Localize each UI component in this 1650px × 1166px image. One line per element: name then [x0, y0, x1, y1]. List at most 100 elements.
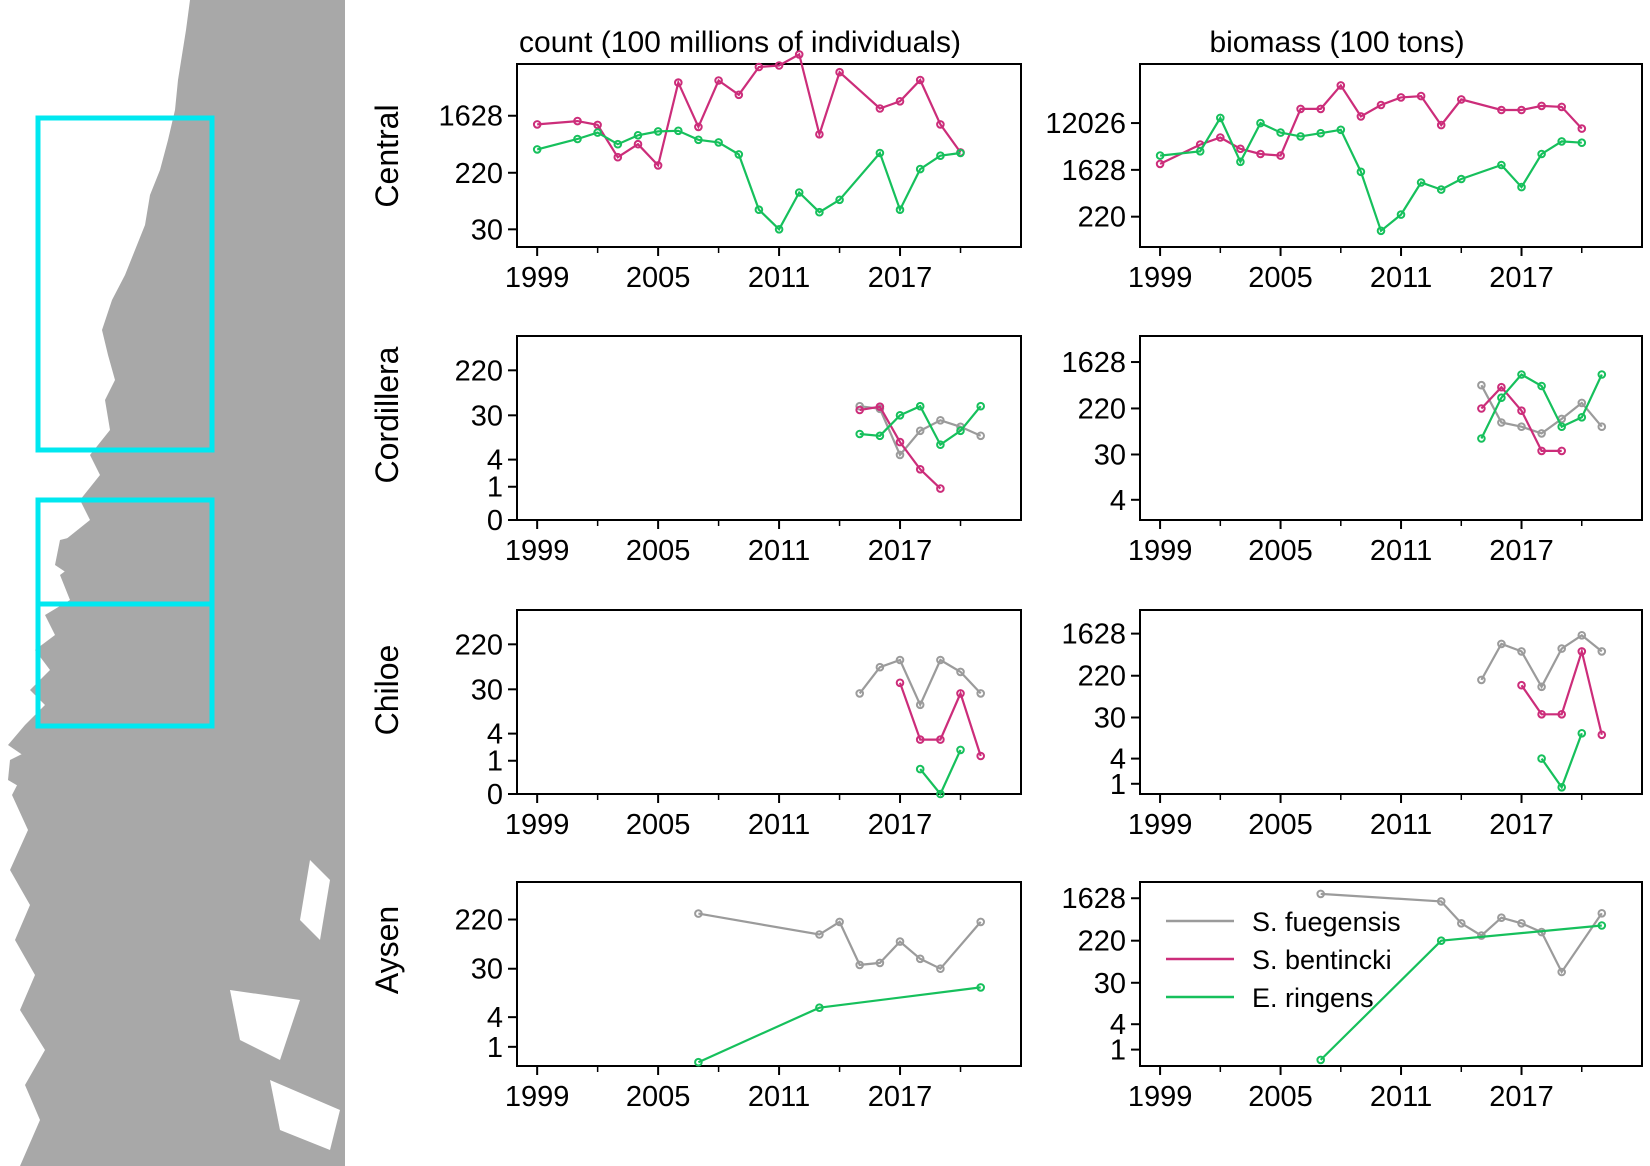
- data-point-sbentincki-2008: [1336, 81, 1346, 90]
- data-point-sfuegensis-2015: [1477, 675, 1486, 685]
- x-tick-label-2017: 2017: [868, 535, 933, 567]
- y-tick-label-30: 30: [1094, 968, 1126, 1000]
- data-point-eringens-2011: [1396, 210, 1406, 219]
- series-line-eringens: [859, 404, 982, 447]
- x-tick-label-2005: 2005: [1248, 535, 1313, 567]
- map-fjord-3: [270, 1080, 340, 1150]
- data-point-sbentincki-2017: [1517, 406, 1526, 416]
- data-point-sbentincki-2020: [1577, 124, 1587, 133]
- data-point-sbentincki-2021: [976, 751, 986, 761]
- x-tick-label-2017: 2017: [868, 1081, 933, 1113]
- panel-cordillera-count: 1999 2005 2011 2017 014 30 220: [455, 335, 1022, 567]
- panel-chiloe-count: 1999 2005 2011 2017 014 30 220: [455, 609, 1022, 841]
- y-tick-label-220: 220: [1078, 661, 1126, 693]
- data-point-eringens-2020: [956, 745, 965, 755]
- data-point-sbentincki-2017: [895, 97, 905, 106]
- data-point-sbentincki-2011: [774, 61, 784, 70]
- data-point-eringens-2019: [936, 789, 945, 799]
- x-tick-label-2005: 2005: [626, 809, 691, 841]
- data-point-sbentincki-2018: [1537, 710, 1546, 719]
- column-title-biomass: biomass (100 tons): [1209, 26, 1464, 59]
- y-tick-label-4: 4: [1110, 485, 1126, 517]
- data-point-eringens-2014: [835, 195, 844, 205]
- y-tick-label-1628: 1628: [1061, 883, 1126, 915]
- data-point-eringens-2003: [1236, 157, 1245, 167]
- y-tick-label-4: 4: [487, 719, 503, 751]
- y-tick-label-1628: 1628: [1061, 155, 1126, 187]
- data-point-eringens-2018: [915, 164, 925, 174]
- data-point-sfuegensis-2021: [1597, 647, 1607, 656]
- data-point-eringens-2010: [754, 205, 764, 214]
- y-tick-label-0: 0: [487, 505, 503, 537]
- data-point-sbentincki-2001: [573, 116, 582, 126]
- x-tick-label-2005: 2005: [626, 1081, 691, 1113]
- row-label-chiloe: Chiloe: [369, 645, 405, 736]
- data-point-eringens-2016: [875, 431, 885, 441]
- data-point-sbentincki-2013: [815, 130, 824, 139]
- y-tick-label-1: 1: [1110, 769, 1126, 801]
- data-point-sbentincki-2006: [674, 78, 683, 87]
- data-point-eringens-2018: [1537, 381, 1546, 391]
- legend: S. fuegensis S. bentincki E. ringens: [1166, 907, 1401, 1013]
- y-tick-label-30: 30: [471, 954, 503, 986]
- panel-frame-cordillera-biomass: [1139, 335, 1643, 521]
- data-point-eringens-2021: [1597, 921, 1607, 930]
- y-tick-label-220: 220: [455, 629, 503, 661]
- data-point-sfuegensis-2017: [895, 450, 905, 460]
- x-tick-label-2011: 2011: [748, 535, 810, 567]
- x-tick-label-2011: 2011: [1370, 809, 1432, 841]
- data-point-eringens-2015: [1477, 434, 1486, 443]
- data-point-sbentincki-2008: [714, 76, 723, 85]
- data-point-sbentincki-2017: [895, 678, 905, 688]
- data-point-sfuegensis-2007: [694, 909, 703, 918]
- map-land-mainland: [8, 0, 345, 1166]
- panel-chiloe-biomass: 1999 2005 2011 2017 14 30 220 1628: [1061, 609, 1643, 841]
- data-point-sfuegensis-2015: [855, 689, 865, 698]
- panel-cordillera-biomass: 1999 2005 2011 2017 4 30 220 1628: [1061, 335, 1643, 567]
- y-tick-label-1628: 1628: [1061, 347, 1126, 379]
- y-tick-label-220: 220: [1078, 926, 1126, 958]
- data-point-eringens-2017: [895, 411, 905, 420]
- data-point-eringens-2010: [1376, 226, 1386, 236]
- data-point-sbentincki-2007: [1316, 104, 1325, 114]
- series-line-eringens: [1319, 924, 1602, 1061]
- map-fjords: [230, 860, 340, 1150]
- data-point-sbentincki-2011: [1396, 93, 1406, 102]
- series-line-sfuegensis: [698, 912, 982, 971]
- data-point-eringens-2004: [633, 131, 643, 140]
- y-tick-label-0: 0: [487, 779, 503, 811]
- x-tick-label-2017: 2017: [868, 809, 933, 841]
- x-tick-label-2011: 2011: [748, 262, 810, 294]
- data-point-eringens-2006: [674, 126, 683, 136]
- panel-central-count: 1999 2005 2011 2017 30 220 1628: [438, 50, 1022, 294]
- data-point-sfuegensis-2014: [1457, 919, 1466, 928]
- y-tick-label-30: 30: [1094, 439, 1126, 471]
- series-line-eringens: [536, 129, 961, 232]
- data-point-sfuegensis-2016: [875, 958, 885, 968]
- panel-frame-central-biomass: [1139, 63, 1643, 248]
- data-point-sbentincki-2019: [936, 735, 945, 744]
- data-point-sfuegensis-2016: [875, 662, 885, 672]
- y-tick-label-30: 30: [471, 400, 503, 432]
- data-point-eringens-2015: [855, 429, 865, 439]
- data-point-sbentincki-2013: [1436, 120, 1446, 130]
- data-point-sbentincki-2018: [1537, 446, 1546, 456]
- panel-frame-aysen-count: [516, 881, 1022, 1067]
- data-point-eringens-2005: [653, 127, 663, 136]
- y-tick-label-30: 30: [1094, 702, 1126, 734]
- map-box-chiloe: [35, 601, 215, 729]
- data-point-sfuegensis-2020: [1577, 398, 1587, 408]
- x-tick-label-1999: 1999: [1128, 535, 1193, 567]
- panel-frame-chiloe-biomass: [1139, 609, 1643, 795]
- data-point-eringens-2002: [593, 128, 602, 137]
- y-tick-label-1: 1: [487, 746, 503, 778]
- data-point-eringens-2021: [1597, 370, 1607, 379]
- data-point-sbentincki-2019: [1557, 102, 1566, 112]
- series-line-sfuegensis: [1320, 892, 1603, 975]
- data-point-sfuegensis-2014: [835, 917, 844, 927]
- data-point-eringens-2020: [1577, 413, 1587, 422]
- data-point-sfuegensis-2015: [1477, 380, 1486, 390]
- series-line-sbentincki: [859, 405, 942, 490]
- data-point-sbentincki-2016: [875, 402, 885, 412]
- data-point-sbentincki-2018: [915, 735, 925, 744]
